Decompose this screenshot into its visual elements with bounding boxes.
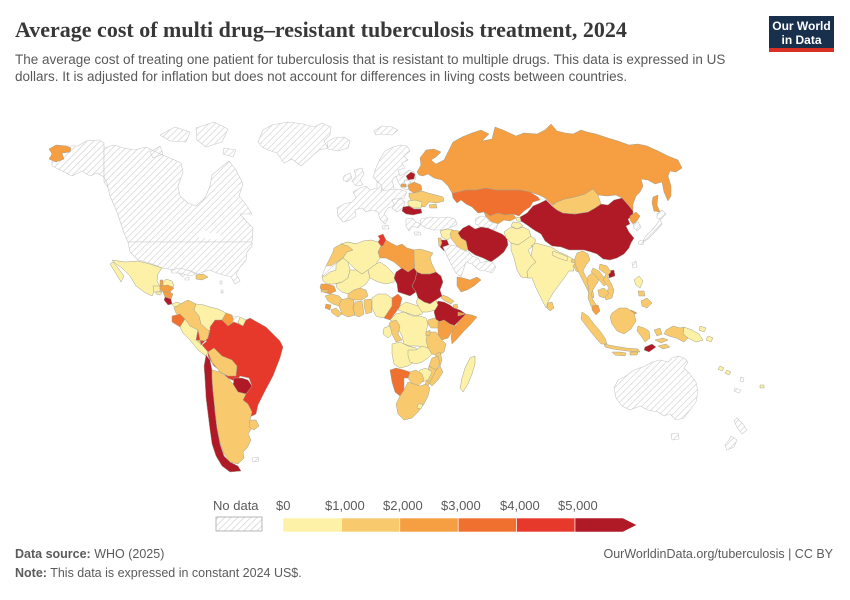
svg-text:$4,000: $4,000: [500, 498, 540, 513]
svg-text:$0: $0: [276, 498, 290, 513]
svg-text:$1,000: $1,000: [325, 498, 365, 513]
svg-text:$3,000: $3,000: [441, 498, 481, 513]
svg-text:$2,000: $2,000: [383, 498, 423, 513]
svg-text:$5,000: $5,000: [558, 498, 598, 513]
svg-text:No data: No data: [213, 498, 259, 513]
